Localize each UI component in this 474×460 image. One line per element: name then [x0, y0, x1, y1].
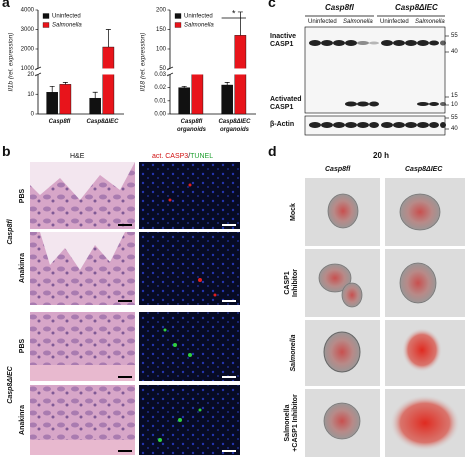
bar — [234, 35, 247, 115]
group-label: Casp8fl — [7, 219, 14, 245]
column-title: act. CASP3/TUNEL — [152, 153, 213, 161]
mw-marker: 55 — [451, 33, 458, 39]
stain-label: act. CASP3 — [152, 153, 189, 160]
y-tick-label: 200 — [156, 8, 167, 14]
y-tick-label: 0.03 — [154, 72, 166, 78]
row-label: Inactive CASP1 — [270, 33, 297, 48]
y-tick-label: 3000 — [21, 27, 35, 33]
y-tick-label: 150 — [156, 27, 167, 33]
column-title: Casp8ΔIEC — [405, 166, 443, 173]
axis-break — [34, 68, 124, 75]
break-mark — [34, 66, 42, 71]
row-label: PBS — [19, 188, 26, 204]
row-label: Anakinra — [19, 253, 26, 283]
error-bar — [224, 82, 230, 86]
y-tick-label: 100 — [156, 47, 167, 53]
column-title: Casp8fl — [325, 166, 351, 173]
time-label: 20 h — [373, 151, 390, 160]
histology-images — [30, 162, 240, 455]
break-mark — [34, 72, 42, 77]
y-axis-label: Il1b (rel. expression) — [8, 33, 15, 92]
error-bar — [181, 85, 187, 88]
bar — [59, 84, 72, 115]
row-label: Salmonella +CASP1 Inhibitor — [284, 394, 299, 452]
legend-swatch — [42, 22, 50, 28]
legend-label: Uninfected — [52, 14, 81, 20]
group-label: Casp8fl — [325, 3, 354, 12]
legend-swatch — [174, 13, 182, 19]
lane-label: Salmonella — [343, 19, 373, 25]
legend-label: Uninfected — [184, 14, 213, 20]
bar — [102, 46, 115, 115]
y-tick-label: 50 — [159, 66, 166, 72]
column-title: H&E — [70, 153, 85, 160]
panel-label: a — [2, 0, 10, 10]
y-tick-label: 4000 — [21, 8, 35, 14]
error-bar — [105, 29, 111, 48]
break-mark — [166, 66, 174, 71]
y-tick-label: 0.02 — [154, 85, 166, 91]
mw-marker: 15 — [451, 93, 458, 99]
row-label: Anakinra — [19, 405, 26, 435]
y-tick-label: 1000 — [21, 66, 35, 72]
panel-label: d — [268, 143, 277, 159]
error-bar — [92, 91, 98, 99]
x-tick-label: Casp8ΔIEC organoids — [218, 119, 251, 133]
lane-label: Uninfected — [380, 19, 409, 25]
bar — [221, 84, 233, 115]
significance-label: * — [232, 8, 236, 18]
lane-label: Salmonella — [415, 19, 445, 25]
panel-label: b — [2, 143, 11, 159]
break-mark — [166, 72, 174, 77]
y-tick-label: 0.01 — [154, 98, 166, 104]
axis-break — [166, 68, 256, 75]
x-tick-label: Casp8ΔIEC — [86, 119, 119, 125]
bar — [178, 87, 190, 115]
x-tick-label: Casp8fl — [48, 119, 71, 125]
group-label: Casp8ΔIEC — [7, 366, 14, 404]
row-label: Salmonella — [290, 334, 297, 372]
error-bar — [237, 11, 243, 36]
panel-label: c — [268, 0, 276, 10]
bar — [89, 97, 101, 115]
legend-label: Salmonella — [184, 23, 214, 29]
y-tick-label: 10 — [27, 92, 34, 98]
y-tick-label: 0.00 — [154, 112, 166, 118]
mw-marker: 40 — [451, 49, 458, 55]
blot — [304, 15, 449, 136]
stain-label: TUNEL — [190, 153, 214, 160]
bar — [46, 92, 58, 115]
legend-label: Salmonella — [52, 23, 82, 29]
error-bar — [62, 82, 68, 85]
legend-swatch — [174, 22, 182, 28]
row-label: β-Actin — [270, 121, 295, 128]
row-label: Activated CASP1 — [270, 96, 302, 111]
row-label: PBS — [19, 338, 26, 354]
mw-marker: 55 — [451, 115, 458, 121]
legend-swatch — [42, 13, 50, 19]
separator: / — [188, 153, 191, 160]
mw-marker: 10 — [451, 102, 458, 108]
y-tick-label: 0 — [31, 112, 35, 118]
y-tick-label: 20 — [27, 72, 34, 78]
organoid-images — [305, 178, 465, 457]
bar — [191, 72, 204, 115]
group-label: Casp8ΔIEC — [395, 3, 438, 12]
error-bar — [49, 85, 55, 93]
y-tick-label: 2000 — [21, 47, 35, 53]
row-label: Mock — [290, 203, 297, 221]
y-axis-label: Il18 (rel. expression) — [140, 33, 147, 92]
lane-label: Uninfected — [308, 19, 337, 25]
mw-marker: 40 — [451, 126, 458, 132]
x-tick-label: Casp8fl organoids — [176, 119, 206, 133]
row-label: CASP1 Inhibitor — [284, 269, 299, 297]
